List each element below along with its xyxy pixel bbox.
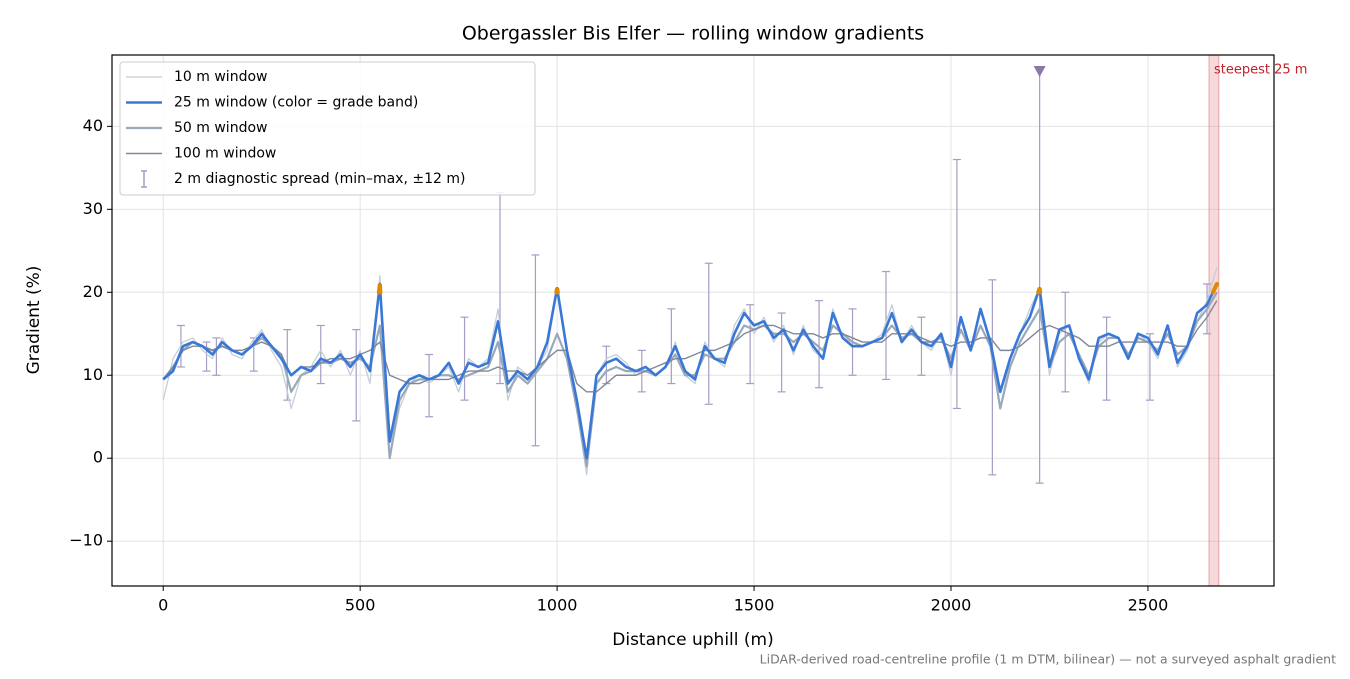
legend-label: 100 m window [174, 146, 276, 162]
legend-label: 25 m window (color = grade band) [174, 95, 418, 111]
footnote: LiDAR-derived road-centreline profile (1… [760, 652, 1336, 667]
series-line [162, 300, 1218, 393]
legend-label: 10 m window [174, 69, 267, 85]
grade-band-segment [1036, 287, 1043, 295]
plot-area [162, 55, 1220, 586]
axes: 0 500 1000 1500 2000 2500 −10 0 10 20 30 40 [69, 116, 1168, 615]
legend-label: 50 m window [174, 120, 267, 136]
plot-frame [111, 54, 1275, 587]
y-tick-label: 20 [83, 282, 103, 301]
series-line [162, 282, 1219, 460]
y-tick-label: 10 [83, 365, 103, 384]
grade-band-segment [1210, 281, 1219, 295]
y-tick-label: 0 [93, 448, 103, 467]
x-tick-label: 1000 [537, 596, 578, 615]
y-axis-label: Gradient (%) [24, 266, 44, 375]
highlight-band [1208, 55, 1220, 586]
y-tick-label: 40 [83, 116, 103, 135]
x-tick-label: 500 [345, 596, 376, 615]
grid [112, 55, 1274, 586]
chart-title: Obergassler Bis Elfer — rolling window g… [462, 23, 924, 45]
highlight-label: steepest 25 m [1214, 63, 1307, 78]
grade-band-segment [554, 287, 560, 295]
y-tick-label: 30 [83, 199, 103, 218]
y-tick-label: −10 [69, 531, 103, 550]
grade-band-segment [376, 283, 383, 295]
x-tick-label: 1500 [734, 596, 775, 615]
x-tick-label: 2500 [1128, 596, 1169, 615]
x-tick-label: 2000 [931, 596, 972, 615]
clip-marker [1033, 66, 1046, 77]
x-axis-label: Distance uphill (m) [612, 630, 773, 650]
x-tick-label: 0 [158, 596, 168, 615]
legend-label: 2 m diagnostic spread (min–max, ±12 m) [174, 171, 465, 187]
legend-box [119, 61, 536, 196]
legend: 10 m window 25 m window (color = grade ba… [119, 61, 536, 196]
